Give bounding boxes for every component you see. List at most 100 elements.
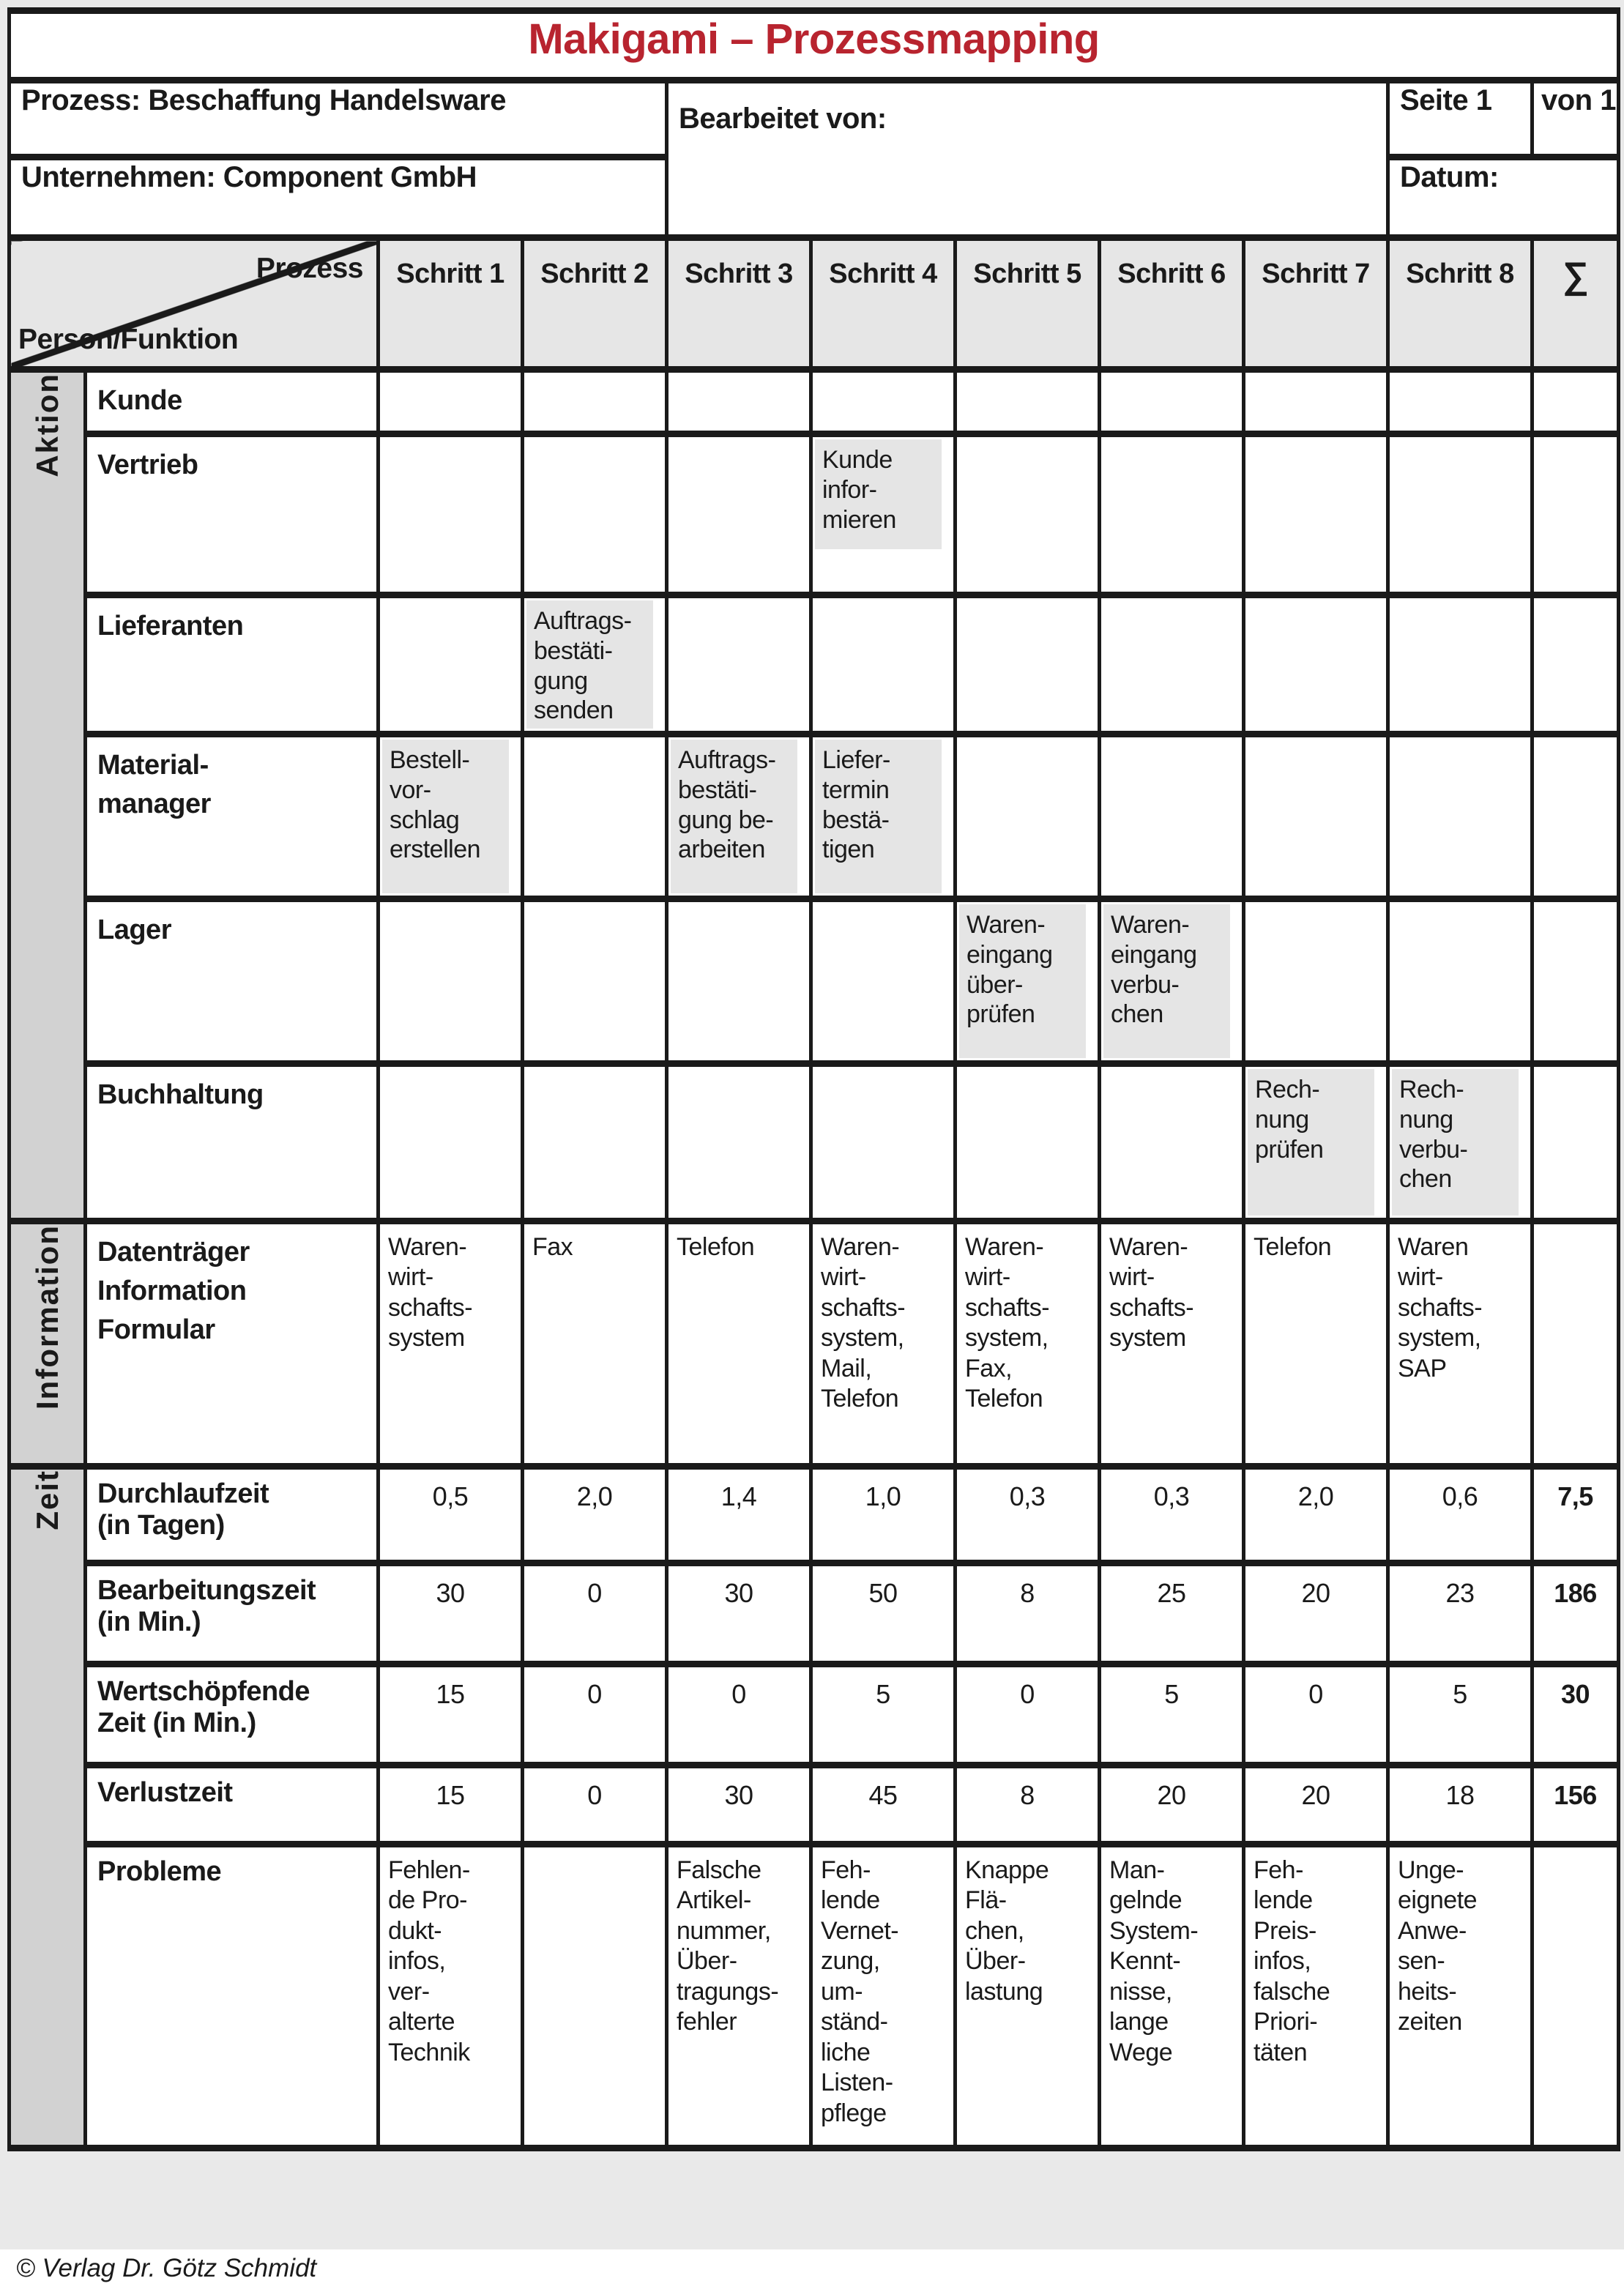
section-label-information: Information (7, 1218, 87, 1470)
empty-cell (1242, 731, 1390, 902)
bearbeitungszeit-value: 30 (376, 1560, 524, 1667)
empty-cell (1386, 366, 1534, 437)
empty-cell (809, 1060, 957, 1224)
company-name-cell: Unternehmen: Component GmbH (7, 154, 668, 241)
wertschoepfende-value: 0 (521, 1661, 668, 1768)
wertschoepfende-value: 0 (953, 1661, 1101, 1768)
wertschoepfende-value: 5 (809, 1661, 957, 1768)
empty-cell (665, 896, 813, 1067)
action-cell: Bestell- vor- schlag erstellen (376, 731, 524, 902)
empty-cell (1098, 592, 1245, 737)
info-cell-2: Fax (521, 1218, 668, 1470)
row-label-probleme: Probleme (83, 1841, 380, 2151)
empty-cell (1530, 896, 1621, 1067)
probleme-cell-8: Unge- eignete Anwe- sen- heits- zeiten (1386, 1841, 1534, 2151)
verlustzeit-value: 20 (1098, 1762, 1245, 1847)
empty-cell (1530, 731, 1621, 902)
step-header-8: Schritt 8 (1386, 234, 1534, 373)
empty-cell (521, 366, 668, 437)
probleme-cell-2 (521, 1841, 668, 2151)
wertschoepfende-sum: 30 (1530, 1661, 1621, 1768)
empty-cell (953, 366, 1101, 437)
verlustzeit-value: 20 (1242, 1762, 1390, 1847)
row-label-durchlaufzeit: Durchlaufzeit (in Tagen) (83, 1463, 380, 1566)
bearbeitungszeit-sum: 186 (1530, 1560, 1621, 1667)
empty-cell (1098, 366, 1245, 437)
action-cell: Auftrags- bestäti- gung senden (521, 592, 668, 737)
empty-cell (1098, 731, 1245, 902)
wertschoepfende-value: 0 (1242, 1661, 1390, 1768)
probleme-cell-4: Feh- lende Vernet- zung, um- ständ- lich… (809, 1841, 957, 2151)
empty-cell (1530, 1060, 1621, 1224)
empty-cell (1386, 431, 1534, 598)
info-cell-3: Telefon (665, 1218, 813, 1470)
info-cell-8: Waren wirt- schafts- system, SAP (1386, 1218, 1534, 1470)
row-label-buchhaltung: Buchhaltung (83, 1060, 380, 1224)
verlustzeit-value: 8 (953, 1762, 1101, 1847)
probleme-sum-cell (1530, 1841, 1621, 2151)
step-header-1: Schritt 1 (376, 234, 524, 373)
probleme-cell-3: Falsche Artikel- nummer, Über- tragungs-… (665, 1841, 813, 2151)
action-note-rechnung-pruefen: Rech- nung prüfen (1248, 1070, 1374, 1215)
info-cell-7: Telefon (1242, 1218, 1390, 1470)
empty-cell (809, 592, 957, 737)
durchlaufzeit-value: 2,0 (521, 1463, 668, 1566)
durchlaufzeit-value: 0,6 (1386, 1463, 1534, 1566)
empty-cell (665, 366, 813, 437)
step-header-2: Schritt 2 (521, 234, 668, 373)
empty-cell (953, 431, 1101, 598)
empty-cell (1242, 896, 1390, 1067)
info-cell-4: Waren- wirt- schafts- system, Mail, Tele… (809, 1218, 957, 1470)
row-label-datentraeger: Datenträger Information Formular (83, 1218, 380, 1470)
row-label-bearbeitungszeit: Bearbeitungszeit (in Min.) (83, 1560, 380, 1667)
row-label-lieferanten: Lieferanten (83, 592, 380, 737)
info-cell-6: Waren- wirt- schafts- system (1098, 1218, 1245, 1470)
bearbeitungszeit-value: 0 (521, 1560, 668, 1667)
empty-cell (953, 1060, 1101, 1224)
section-label-aktion: Aktion (7, 366, 87, 1224)
wertschoepfende-value: 5 (1098, 1661, 1245, 1768)
action-note-kunde-informieren: Kunde infor- mieren (815, 440, 942, 549)
empty-cell (1242, 592, 1390, 737)
empty-cell (665, 1060, 813, 1224)
empty-cell (1386, 731, 1534, 902)
empty-cell (1242, 366, 1390, 437)
form-title: Makigami – Prozessmapping (7, 7, 1621, 83)
step-header-3: Schritt 3 (665, 234, 813, 373)
action-note-auftragsbestaetigung-bearbeiten: Auftrags- bestäti- gung be- arbeiten (671, 740, 797, 893)
action-note-rechnung-verbuchen: Rech- nung verbu- chen (1392, 1070, 1519, 1215)
empty-cell (1098, 1060, 1245, 1224)
corner-label-person-funktion: Person/Funktion (18, 324, 239, 355)
info-cell-1: Waren- wirt- schafts- system (376, 1218, 524, 1470)
probleme-cell-7: Feh- lende Preis- infos, falsche Priori-… (1242, 1841, 1390, 2151)
sum-header-sigma-icon: ∑ (1530, 234, 1621, 373)
date-cell: Datum: (1385, 154, 1621, 241)
action-cell: Waren- eingang über- prüfen (953, 896, 1101, 1067)
row-label-kunde: Kunde (83, 366, 380, 437)
action-cell: Kunde infor- mieren (809, 431, 957, 598)
page-total-cell: von 1 (1530, 77, 1621, 160)
bearbeitungszeit-value: 8 (953, 1560, 1101, 1667)
empty-cell (665, 592, 813, 737)
empty-cell (1386, 896, 1534, 1067)
bearbeitungszeit-value: 20 (1242, 1560, 1390, 1667)
makigami-process-map-table: Makigami – Prozessmapping Prozess: Besch… (7, 7, 1621, 2151)
empty-cell (521, 431, 668, 598)
bearbeitungszeit-value: 25 (1098, 1560, 1245, 1667)
row-label-vertrieb: Vertrieb (83, 431, 380, 598)
probleme-cell-5: Knappe Flä- chen, Über- lastung (953, 1841, 1101, 2151)
section-label-zeit: Zeit (7, 1463, 87, 2151)
edited-by-cell: Bearbeitet von: (665, 77, 1390, 241)
empty-cell (665, 431, 813, 598)
durchlaufzeit-value: 0,3 (1098, 1463, 1245, 1566)
verlustzeit-value: 30 (665, 1762, 813, 1847)
bearbeitungszeit-value: 23 (1386, 1560, 1534, 1667)
durchlaufzeit-sum: 7,5 (1530, 1463, 1621, 1566)
empty-cell (1530, 366, 1621, 437)
empty-cell (809, 366, 957, 437)
verlustzeit-value: 15 (376, 1762, 524, 1847)
bearbeitungszeit-value: 50 (809, 1560, 957, 1667)
copyright-footer: © Verlag Dr. Götz Schmidt (16, 2254, 317, 2282)
step-header-7: Schritt 7 (1242, 234, 1390, 373)
row-label-lager: Lager (83, 896, 380, 1067)
